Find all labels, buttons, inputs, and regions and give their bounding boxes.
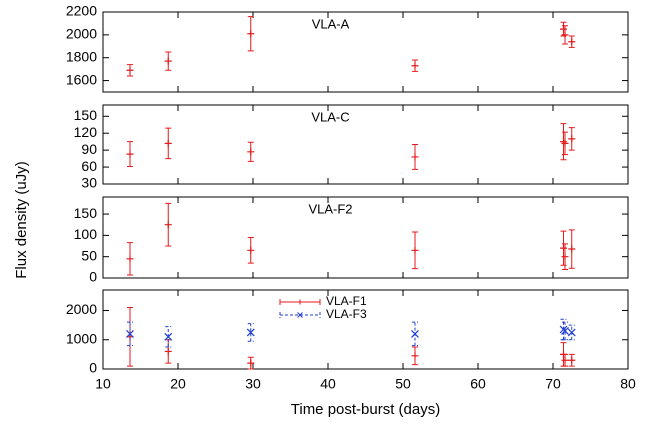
marker	[411, 246, 419, 254]
plot-frame	[102, 11, 629, 93]
x-tick-label: 10	[95, 376, 111, 392]
marker	[561, 356, 569, 364]
marker	[164, 221, 172, 229]
x-tick-label: 80	[620, 376, 636, 392]
marker	[126, 255, 134, 263]
marker	[561, 139, 569, 147]
error-bar	[562, 321, 568, 341]
marker	[411, 153, 419, 161]
marker	[164, 347, 172, 355]
marker	[246, 328, 255, 337]
marker	[411, 329, 419, 338]
marker	[411, 62, 419, 70]
y-tick-label: 2200	[66, 3, 97, 19]
plot-frame	[102, 196, 629, 279]
panel-label: VLA-A	[312, 16, 350, 31]
x-tick-label: 60	[470, 376, 486, 392]
legend-label: VLA-F1	[326, 294, 367, 308]
x-tick-label: 30	[245, 376, 261, 392]
marker	[164, 139, 172, 147]
marker	[560, 138, 567, 146]
y-tick-label: 30	[81, 175, 97, 191]
plot-frame	[102, 289, 629, 370]
marker	[126, 329, 134, 338]
y-tick-label: 1800	[66, 48, 97, 64]
marker	[560, 244, 567, 252]
marker	[561, 31, 569, 39]
y-tick-label: 100	[74, 226, 98, 242]
x-tick-label: 40	[320, 376, 336, 392]
x-axis-label: Time post-burst (days)	[291, 401, 440, 418]
marker	[126, 66, 134, 74]
marker	[247, 359, 255, 367]
y-tick-label: 2000	[66, 301, 97, 317]
y-tick-label: 120	[74, 124, 98, 140]
marker	[568, 245, 576, 253]
marker	[567, 328, 576, 337]
y-tick-label: 1000	[66, 330, 97, 346]
marker	[164, 332, 173, 341]
marker	[247, 148, 255, 156]
error-bar	[247, 323, 254, 342]
y-tick-label: 2000	[66, 26, 97, 42]
x-tick-label: 70	[545, 376, 561, 392]
y-axis-label: Flux density (uJy)	[13, 161, 30, 279]
marker	[561, 327, 569, 335]
marker	[126, 150, 134, 158]
y-tick-label: 90	[81, 141, 97, 157]
legend-label: VLA-F3	[326, 307, 367, 321]
marker	[164, 57, 172, 65]
y-tick-label: 150	[74, 107, 98, 123]
marker	[568, 38, 576, 46]
y-tick-label: 150	[74, 205, 98, 221]
plot-frame	[102, 104, 629, 185]
x-tick-label: 50	[395, 376, 411, 392]
y-tick-label: 0	[89, 360, 97, 376]
marker	[560, 25, 567, 33]
marker	[247, 30, 255, 38]
legend-marker	[297, 312, 303, 318]
marker	[411, 352, 419, 360]
x-tick-label: 20	[170, 376, 186, 392]
y-tick-label: 0	[89, 269, 97, 285]
y-tick-label: 60	[81, 158, 97, 174]
marker	[247, 246, 255, 254]
marker	[568, 356, 576, 364]
marker	[568, 135, 576, 143]
marker	[561, 253, 569, 261]
panel-label: VLA-F2	[308, 201, 352, 216]
y-tick-label: 1600	[66, 71, 97, 87]
panel-label: VLA-C	[311, 109, 349, 124]
y-tick-label: 50	[81, 247, 97, 263]
